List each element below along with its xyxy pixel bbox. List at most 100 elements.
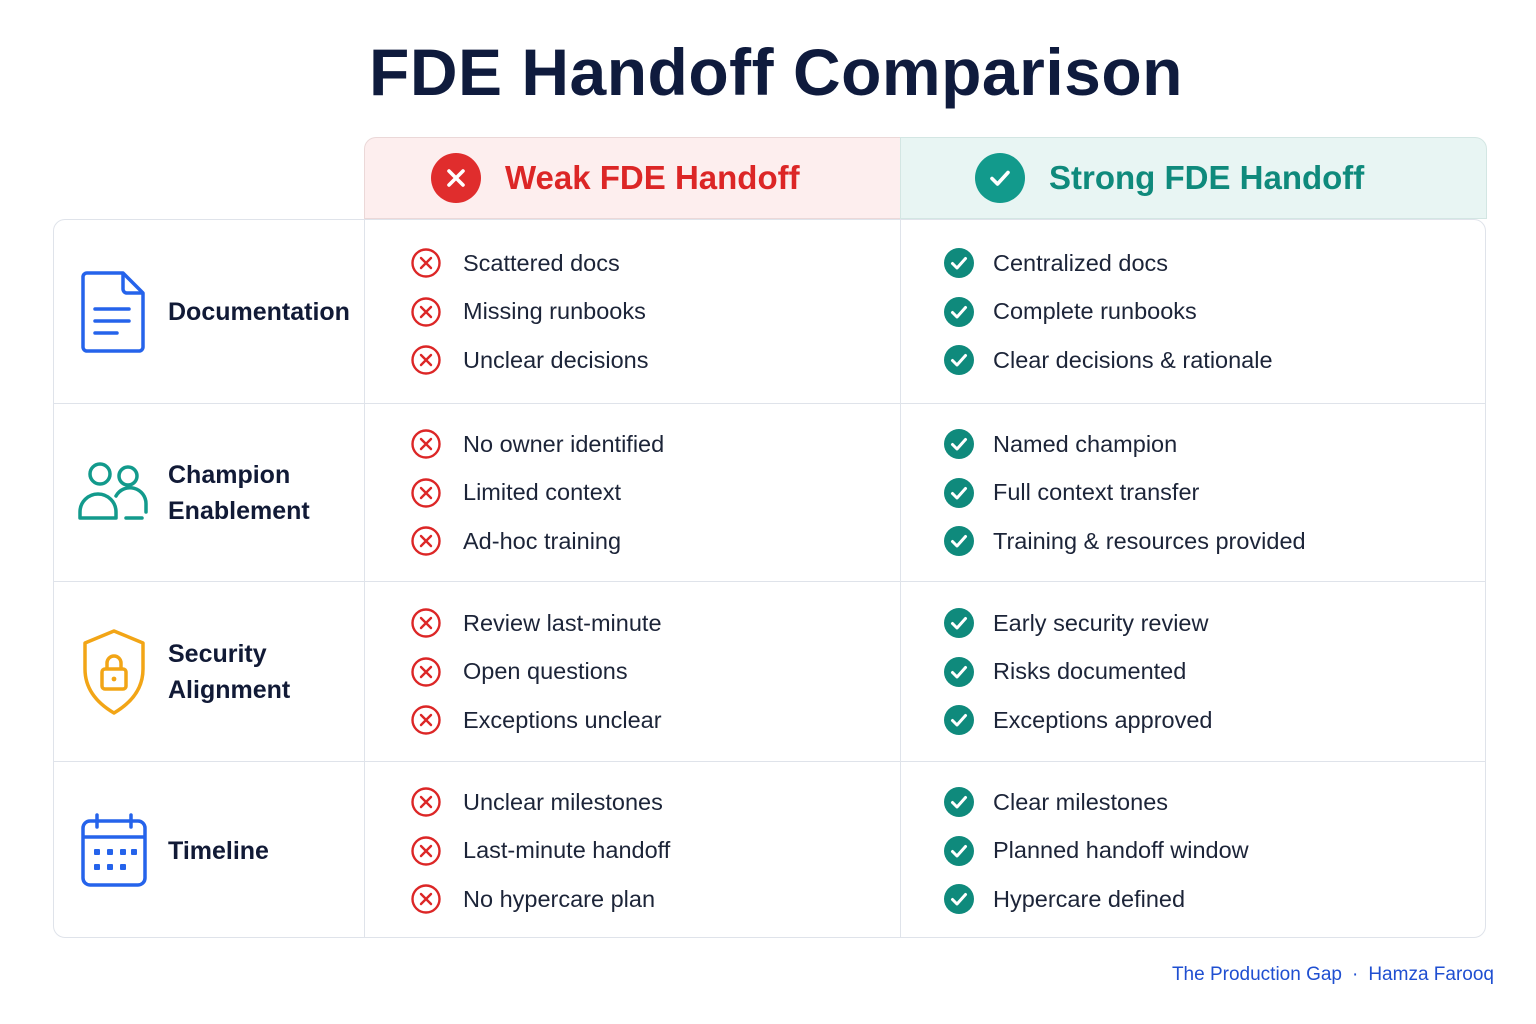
x-circle-icon (410, 704, 442, 736)
item-text: Risks documented (993, 658, 1187, 684)
category-label: Timeline (168, 836, 269, 865)
check-circle-icon (943, 656, 975, 688)
publication-name: The Production Gap (1171, 964, 1342, 985)
list-item: Open questions (410, 647, 662, 696)
weak-items: Scattered docs Missing runbooks Unclear … (410, 220, 648, 403)
item-text: No hypercare plan (463, 885, 656, 912)
category-cell: Documentation (54, 220, 365, 403)
check-circle-icon (943, 883, 975, 915)
check-circle-icon (943, 247, 975, 279)
check-circle-icon (943, 786, 975, 818)
item-text: No owner identified (463, 430, 665, 457)
x-circle-icon (410, 344, 442, 376)
item-text: Open questions (463, 658, 628, 684)
x-circle-icon (410, 296, 442, 328)
strong-items: Named champion Full context transfer Tra… (943, 404, 1306, 581)
list-item: Training & resources provided (943, 517, 1306, 566)
item-text: Exceptions unclear (463, 706, 662, 733)
list-item: Limited context (410, 468, 664, 517)
strong-items: Clear milestones Planned handoff window … (943, 762, 1249, 937)
page-title: FDE Handoff Comparison (369, 35, 1183, 109)
x-circle-icon (410, 835, 442, 867)
item-text: Full context transfer (993, 479, 1200, 505)
author-name: Hamza Farooq (1368, 964, 1494, 985)
column-divider (900, 220, 901, 937)
table-row-champion-enablement: Champion Enablement No owner identified … (54, 404, 1485, 582)
shield-lock-icon (74, 627, 154, 717)
x-circle-icon (410, 786, 442, 818)
item-text: Training & resources provided (993, 527, 1306, 554)
list-item: Complete runbooks (943, 287, 1273, 336)
item-text: Complete runbooks (993, 298, 1197, 324)
list-item: Centralized docs (943, 239, 1273, 288)
item-text: Clear decisions & rationale (993, 346, 1273, 373)
item-text: Scattered docs (463, 249, 620, 276)
category-cell: Security Alignment (54, 582, 365, 761)
item-text: Ad-hoc training (463, 527, 622, 554)
calendar-icon (74, 811, 154, 891)
users-icon (74, 460, 154, 526)
item-text: Unclear decisions (463, 346, 649, 373)
x-circle-icon (410, 607, 442, 639)
item-text: Hypercare defined (993, 885, 1186, 912)
item-text: Unclear milestones (463, 788, 663, 815)
check-circle-icon (943, 428, 975, 460)
table-row-documentation: Documentation Scattered docs Missing run… (54, 220, 1485, 404)
item-text: Clear milestones (993, 788, 1169, 815)
table-row-timeline: Timeline Unclear milestones Last-minute … (54, 762, 1485, 937)
table-row-security-alignment: Security Alignment Review last-minute Op… (54, 582, 1485, 762)
list-item: Exceptions approved (943, 696, 1212, 745)
comparison-table: Documentation Scattered docs Missing run… (53, 219, 1486, 938)
check-circle-icon (943, 835, 975, 867)
list-item: Unclear decisions (410, 336, 648, 385)
column-header-strong: Strong FDE Handoff (900, 137, 1487, 219)
list-item: Hypercare defined (943, 875, 1249, 924)
list-item: Early security review (943, 599, 1212, 648)
column-divider (364, 220, 365, 937)
footer-separator: · (1352, 964, 1359, 985)
item-text: Centralized docs (993, 249, 1169, 276)
list-item: Exceptions unclear (410, 696, 662, 745)
category-label: Documentation (168, 297, 350, 326)
x-circle-icon (410, 883, 442, 915)
list-item: Ad-hoc training (410, 517, 664, 566)
check-circle-icon (943, 296, 975, 328)
check-circle-icon (943, 607, 975, 639)
list-item: Full context transfer (943, 468, 1306, 517)
x-circle-icon (410, 477, 442, 509)
list-item: Review last-minute (410, 599, 662, 648)
strong-items: Centralized docs Complete runbooks Clear… (943, 220, 1273, 403)
item-text: Early security review (993, 609, 1209, 636)
check-circle-icon (943, 525, 975, 557)
list-item: Scattered docs (410, 239, 648, 288)
weak-items: No owner identified Limited context Ad-h… (410, 404, 664, 581)
x-circle-icon (410, 428, 442, 460)
x-circle-icon (410, 247, 442, 279)
item-text: Named champion (993, 430, 1178, 457)
category-label: Champion Enablement (168, 460, 310, 525)
item-text: Last-minute handoff (463, 837, 671, 863)
list-item: Clear decisions & rationale (943, 336, 1273, 385)
check-circle-icon (943, 704, 975, 736)
footer-credit: The Production Gap · Hamza Farooq (1172, 964, 1494, 986)
list-item: No hypercare plan (410, 875, 670, 924)
strong-items: Early security review Risks documented E… (943, 582, 1212, 761)
list-item: Missing runbooks (410, 287, 648, 336)
list-item: Named champion (943, 420, 1306, 469)
list-item: Planned handoff window (943, 826, 1249, 875)
item-text: Planned handoff window (993, 837, 1249, 863)
column-header-strong-label: Strong FDE Handoff (1049, 159, 1365, 196)
item-text: Missing runbooks (463, 298, 646, 324)
category-cell: Champion Enablement (54, 404, 365, 581)
category-label: Security Alignment (168, 639, 291, 704)
x-circle-icon (410, 656, 442, 688)
weak-items: Review last-minute Open questions Except… (410, 582, 662, 761)
column-header-weak-label: Weak FDE Handoff (505, 159, 800, 196)
check-circle-icon (975, 153, 1025, 203)
x-circle-icon (431, 153, 481, 203)
item-text: Review last-minute (463, 609, 662, 636)
check-circle-icon (943, 344, 975, 376)
list-item: Risks documented (943, 647, 1212, 696)
list-item: No owner identified (410, 420, 664, 469)
list-item: Unclear milestones (410, 778, 670, 827)
